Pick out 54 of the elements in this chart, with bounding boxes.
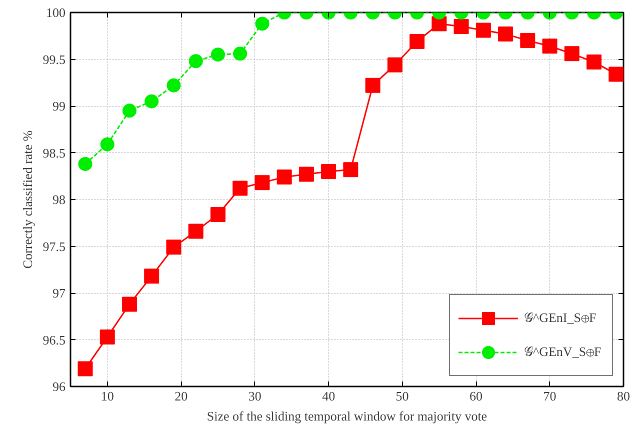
y-tick-label: 97 [52, 286, 66, 300]
point [586, 54, 602, 70]
point [321, 164, 336, 179]
x-tick-label: 40 [322, 388, 336, 404]
point [365, 78, 380, 93]
x-tick-label: 60 [470, 388, 483, 404]
point [78, 361, 93, 376]
point [144, 268, 160, 284]
point [387, 57, 402, 72]
x-tick-label: 80 [617, 388, 630, 404]
y-tick-label: 98.5 [42, 145, 66, 160]
point [100, 137, 114, 152]
point [122, 296, 137, 312]
x-axis-title: Size of the sliding temporal window for majority vote [206, 408, 488, 424]
point [166, 78, 181, 92]
point [233, 46, 248, 61]
point [254, 175, 270, 190]
point [188, 54, 203, 68]
y-tick-label: 97.5 [42, 238, 66, 254]
point [454, 19, 469, 34]
y-tick-label: 96 [52, 379, 66, 394]
point [188, 224, 204, 239]
point [410, 34, 425, 49]
point [520, 33, 536, 48]
point [78, 156, 92, 171]
point [255, 16, 270, 31]
y-tick-label: 100 [46, 5, 66, 20]
x-tick-label: 20 [174, 388, 188, 404]
point [498, 26, 514, 42]
point [298, 166, 314, 182]
point [210, 48, 225, 62]
x-tick-label: 70 [543, 388, 556, 404]
point [542, 38, 558, 54]
point [608, 66, 624, 82]
point [210, 206, 226, 222]
y-tick-label: 99 [52, 98, 66, 114]
legend-label: 𝒢^GEnI_S⊕F [524, 309, 598, 327]
y-tick-label: 99.5 [42, 52, 66, 67]
legend-label: 𝒢^GEnV_S⊕F [524, 343, 602, 361]
point [144, 94, 159, 108]
point [564, 46, 580, 62]
point [476, 22, 491, 38]
point [232, 180, 248, 196]
point [122, 104, 136, 118]
point [166, 240, 182, 255]
x-tick-label: 30 [248, 388, 262, 404]
point [343, 162, 358, 178]
y-axis-title: Correctly classified rate % [20, 130, 35, 269]
y-tick-label: 96.5 [42, 332, 66, 348]
point [276, 170, 292, 185]
x-tick-label: 10 [100, 388, 114, 404]
y-tick-label: 98 [52, 192, 66, 207]
x-tick-label: 50 [396, 388, 409, 404]
point [100, 329, 115, 344]
